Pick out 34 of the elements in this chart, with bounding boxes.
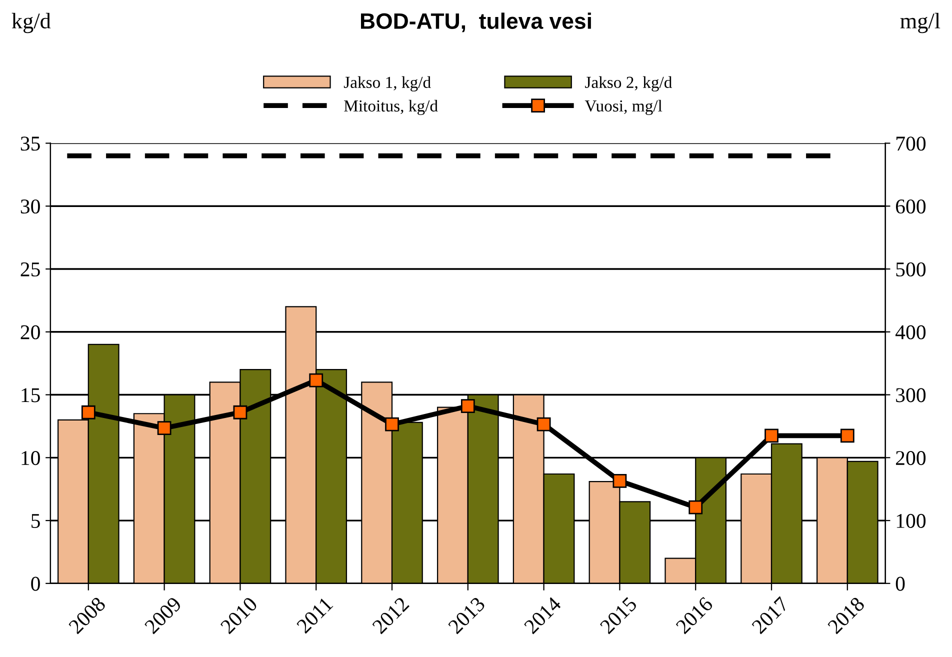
y2-tick-label: 300 bbox=[896, 388, 926, 402]
point bbox=[233, 405, 248, 420]
point bbox=[536, 417, 551, 432]
y-tick-label: 5 bbox=[32, 514, 40, 528]
y-axis-title: kg/d bbox=[12, 12, 51, 34]
y2-tick-label: 100 bbox=[896, 514, 926, 528]
y2-tick-label: 700 bbox=[896, 136, 926, 151]
legend-label: Vuosi, mg/l bbox=[584, 100, 662, 116]
point bbox=[688, 500, 703, 514]
y2-axis-title: mg/l bbox=[900, 12, 940, 34]
point bbox=[764, 428, 778, 443]
legend-label: Jakso 1, kg/d bbox=[344, 76, 431, 92]
point bbox=[385, 417, 399, 432]
point bbox=[309, 373, 324, 388]
y-tick-label: 20 bbox=[20, 325, 40, 340]
point bbox=[460, 399, 475, 414]
point bbox=[157, 421, 172, 436]
y-tick-label: 25 bbox=[20, 262, 40, 276]
point bbox=[81, 405, 96, 420]
y-tick-label: 30 bbox=[20, 199, 40, 214]
y2-tick-label: 0 bbox=[896, 576, 905, 591]
y2-tick-label: 200 bbox=[896, 451, 926, 466]
y2-tick-label: 600 bbox=[896, 199, 926, 214]
y2-tick-label: 400 bbox=[895, 325, 926, 340]
y-tick-label: 10 bbox=[22, 451, 40, 466]
legend-label: Jakso 2, kg/d bbox=[585, 76, 672, 92]
y-tick-label: 0 bbox=[31, 576, 40, 591]
chart-title: BOD-ATU, tuleva vesi bbox=[361, 12, 591, 32]
y-tick-label: 35 bbox=[20, 136, 40, 151]
point bbox=[612, 474, 627, 488]
y2-tick-label: 500 bbox=[896, 262, 926, 276]
y-tick-label: 15 bbox=[22, 388, 40, 402]
point bbox=[840, 428, 854, 443]
legend-label: Mitoitus, kg/d bbox=[344, 100, 438, 116]
